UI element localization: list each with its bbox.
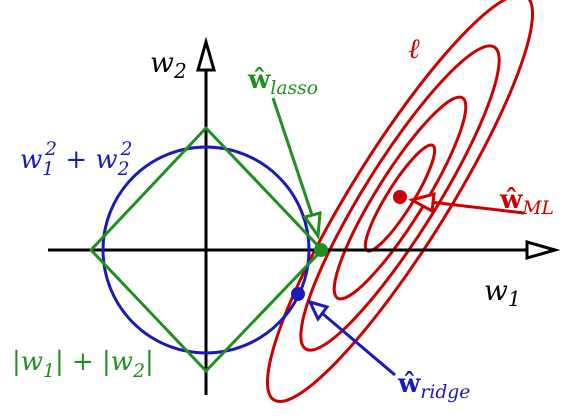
loss-contours	[265, 0, 535, 403]
w-lasso-label: ŵlasso	[247, 65, 318, 99]
lasso-pointer-arrowhead	[302, 210, 322, 241]
contour-2	[299, 44, 501, 352]
ml-pointer-arrowhead	[408, 191, 436, 214]
ml-pointer-line	[429, 200, 525, 215]
lasso-point	[314, 243, 328, 257]
contour-3	[332, 95, 468, 301]
contour-1	[265, 0, 535, 403]
w1-axis-label: w1	[484, 274, 521, 311]
l2-ball	[101, 145, 311, 355]
ridge-point	[291, 287, 305, 301]
w-ridge-label: ŵridge	[397, 369, 470, 403]
ridge-pointer-line	[322, 312, 396, 377]
w1-axis-arrowhead	[525, 240, 561, 260]
ridge-pointer-arrowhead	[307, 299, 330, 322]
lasso-pointer-line	[271, 97, 314, 216]
ml-point	[393, 190, 407, 204]
l1-ball	[88, 125, 325, 374]
w2-axis-label: w2	[150, 46, 187, 83]
w-ml-label: ŵML	[499, 185, 554, 219]
l1-norm-label: |w1| + |w2|	[12, 347, 154, 382]
axes	[48, 36, 561, 395]
loss-label: ℓ	[408, 32, 420, 65]
l2-norm-label: w12 + w22	[20, 139, 132, 180]
w2-axis-arrowhead	[196, 36, 216, 72]
